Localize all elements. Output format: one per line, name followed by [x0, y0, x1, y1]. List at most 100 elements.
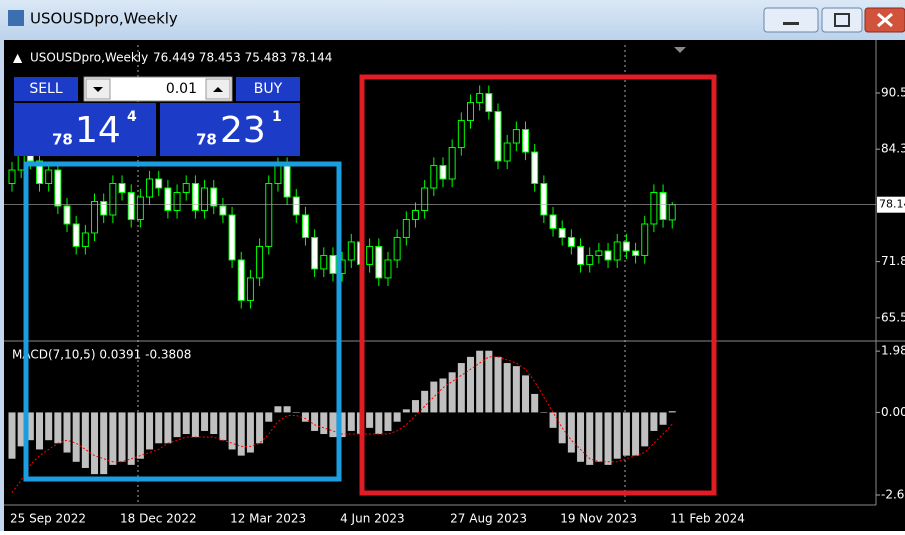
- macd-bar: [182, 412, 190, 435]
- candle-body: [613, 241, 621, 261]
- y-tick-label: 90.565: [881, 85, 905, 99]
- ask-box[interactable]: [160, 103, 300, 156]
- macd-bar: [476, 350, 484, 413]
- macd-bar: [17, 412, 25, 447]
- macd-bar: [136, 412, 144, 459]
- macd-bar: [274, 406, 282, 413]
- maximize-button[interactable]: [821, 7, 863, 33]
- candle-body: [476, 93, 484, 104]
- macd-bar: [311, 412, 319, 431]
- candle-body: [311, 236, 319, 270]
- macd-bar: [411, 400, 419, 413]
- candle-body: [650, 192, 658, 225]
- minimize-icon: [783, 22, 799, 25]
- ask-main: 23: [220, 110, 266, 151]
- candle-body: [246, 277, 254, 301]
- bid-sup: 4: [127, 109, 137, 125]
- x-tick-label: 25 Sep 2022: [10, 512, 86, 526]
- title-bar: [0, 0, 905, 40]
- candle-body: [36, 160, 44, 185]
- buy-button[interactable]: [236, 77, 300, 101]
- shift-marker: [674, 47, 686, 53]
- macd-bar: [320, 412, 328, 435]
- candle-body: [237, 259, 245, 301]
- macd-bar: [109, 412, 117, 465]
- macd-bar: [522, 375, 530, 413]
- macd-bar: [265, 412, 273, 422]
- candle-body: [274, 165, 282, 185]
- candle-body: [45, 169, 53, 185]
- macd-bar: [256, 412, 264, 444]
- candle-body: [411, 209, 419, 220]
- macd-bar: [100, 412, 108, 475]
- candle-body: [164, 187, 172, 211]
- candle-body: [63, 205, 71, 225]
- candle-body: [173, 192, 181, 211]
- candle-body: [439, 165, 447, 180]
- sell-button[interactable]: [14, 77, 78, 101]
- candle-body: [146, 178, 154, 198]
- candle-body: [485, 93, 493, 113]
- candle-body: [421, 187, 429, 211]
- candle-body: [586, 254, 594, 265]
- macd-bar: [45, 412, 53, 441]
- ask-sup: 1: [272, 109, 282, 125]
- candle-body: [567, 236, 575, 247]
- candle-body: [384, 259, 392, 279]
- macd-bar: [402, 409, 410, 413]
- candle-body: [375, 245, 383, 279]
- candle-body: [467, 102, 474, 122]
- x-tick-label: 27 Aug 2023: [450, 512, 527, 526]
- macd-bar: [668, 411, 676, 413]
- close-icon: [877, 12, 893, 28]
- bid-box[interactable]: [14, 103, 156, 156]
- macd-bar: [127, 412, 135, 465]
- macd-bar: [329, 412, 337, 438]
- ask-big: 78: [196, 131, 217, 149]
- macd-bar: [146, 412, 154, 450]
- macd-bar: [448, 372, 456, 413]
- y-tick-label: 84.315: [881, 142, 905, 156]
- macd-bar: [210, 412, 218, 435]
- y-tick-label: 1.9861: [881, 344, 905, 358]
- macd-bar: [72, 412, 80, 462]
- window-icon: [8, 10, 24, 26]
- candle-body: [641, 223, 649, 256]
- candle-body: [430, 165, 438, 189]
- down-icon: [93, 87, 103, 92]
- macd-bar: [155, 412, 163, 444]
- current-price-box: [877, 196, 905, 213]
- red-highlight: [359, 74, 717, 496]
- macd-bar: [467, 356, 474, 413]
- candle-body: [81, 232, 89, 247]
- plot-layer: 65.565 71.815 84.315 90.565 25 Sep 2022 18 De…: [4, 85, 905, 526]
- macd-bar: [246, 412, 254, 453]
- x-tick-label: 19 Nov 2023: [560, 512, 637, 526]
- candle-body: [329, 254, 337, 274]
- candle-body: [292, 196, 300, 216]
- candle-body: [256, 245, 264, 279]
- window-title: USOUSDpro,Weekly: [30, 10, 178, 28]
- macd-bar: [622, 412, 630, 456]
- buy-label: BUY: [254, 81, 283, 97]
- candle-body: [219, 205, 227, 216]
- macd-bar: [91, 412, 99, 475]
- minimize-button[interactable]: [763, 7, 819, 33]
- candle-body: [558, 227, 566, 238]
- chart-ohlc: 76.449 78.453 75.483 78.144: [153, 51, 332, 65]
- lot-value: 0.01: [166, 81, 197, 97]
- candle-body: [531, 151, 539, 185]
- macd-bar: [8, 412, 16, 459]
- macd-bar: [439, 378, 447, 413]
- macd-bar: [36, 412, 44, 450]
- header-arrow: ▲: [13, 51, 23, 65]
- macd-bar: [503, 363, 511, 413]
- candle-body: [72, 223, 80, 247]
- candle-body: [210, 187, 218, 207]
- macd-bar: [201, 412, 209, 431]
- candle-body: [155, 178, 163, 189]
- macd-bar: [595, 412, 603, 462]
- candle-body: [659, 192, 667, 220]
- macd-bar: [632, 412, 640, 456]
- candle-body: [283, 165, 291, 198]
